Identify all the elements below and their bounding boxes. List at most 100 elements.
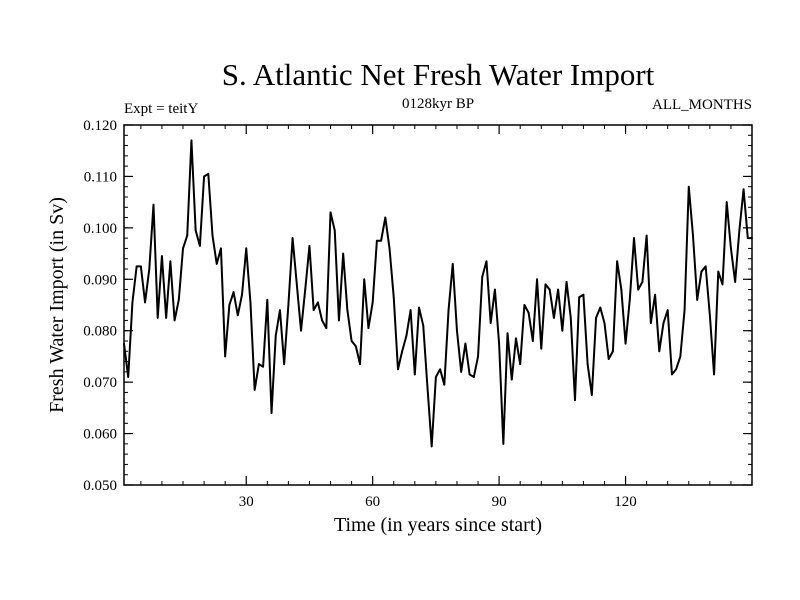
data-point <box>139 265 142 268</box>
data-point <box>548 288 551 291</box>
data-point <box>413 373 416 376</box>
data-point <box>607 358 610 360</box>
data-point <box>127 376 130 378</box>
data-point <box>316 301 319 304</box>
series-layer <box>123 139 753 448</box>
data-point <box>569 316 572 319</box>
data-point <box>236 314 239 317</box>
data-point <box>439 368 442 371</box>
data-point <box>544 283 547 286</box>
data-point <box>456 329 458 332</box>
data-point <box>540 347 543 350</box>
data-point <box>350 340 353 342</box>
data-point <box>257 363 260 366</box>
data-point <box>738 229 741 232</box>
data-point <box>274 334 277 337</box>
data-point <box>612 350 614 353</box>
data-point <box>662 322 665 324</box>
data-point <box>333 229 336 232</box>
y-tick-label: 0.100 <box>83 221 117 237</box>
data-point <box>654 293 656 296</box>
data-point <box>308 244 311 247</box>
data-point <box>489 322 492 324</box>
data-point <box>190 139 193 142</box>
data-point <box>430 445 433 448</box>
data-point <box>633 237 635 240</box>
data-point <box>472 376 475 378</box>
data-point <box>434 376 437 378</box>
data-point <box>266 298 269 301</box>
data-point <box>300 329 302 332</box>
y-tick-label: 0.120 <box>83 118 117 134</box>
data-point <box>283 363 286 366</box>
x-tick-label: 30 <box>239 494 254 510</box>
data-point <box>616 260 619 263</box>
data-point <box>384 216 387 219</box>
data-point <box>637 288 640 291</box>
data-point <box>392 296 395 299</box>
data-point <box>169 260 172 263</box>
y-tick-labels: 0.050 0.060 0.070 0.080 0.090 0.100 0.110 0.120 <box>83 118 117 494</box>
data-point <box>262 365 264 368</box>
data-point <box>207 172 210 175</box>
data-point <box>679 355 682 358</box>
data-point <box>730 247 732 250</box>
data-point <box>628 298 631 301</box>
data-point <box>603 322 606 324</box>
data-point <box>346 309 349 312</box>
data-point <box>666 309 669 312</box>
data-point <box>371 301 374 304</box>
y-tick-label: 0.110 <box>84 169 117 185</box>
x-tick-label: 90 <box>492 494 507 510</box>
data-point <box>586 363 589 366</box>
y-tick-label: 0.070 <box>83 375 117 391</box>
y-axis-label: Fresh Water Import (in Sv) <box>46 197 68 413</box>
data-point <box>405 334 408 337</box>
data-point <box>397 368 399 371</box>
data-point <box>338 319 340 322</box>
y-tick-label: 0.060 <box>83 427 117 443</box>
chart-subtitle-right: ALL_MONTHS <box>652 97 752 113</box>
data-point <box>270 412 273 414</box>
data-point <box>354 345 357 348</box>
data-point <box>645 234 648 237</box>
data-point <box>245 247 248 250</box>
data-point <box>658 350 661 353</box>
data-point <box>578 296 581 299</box>
data-point <box>700 270 703 273</box>
data-point <box>312 309 315 312</box>
data-point <box>342 252 345 255</box>
data-point <box>203 175 205 178</box>
data-point <box>426 386 429 389</box>
y-tick-label: 0.090 <box>83 272 117 288</box>
plot-frame <box>123 124 753 486</box>
data-point <box>734 280 737 283</box>
data-point <box>422 324 425 327</box>
axis-ticks <box>124 124 753 486</box>
data-point <box>325 327 328 330</box>
data-point <box>291 237 294 240</box>
data-point <box>687 185 690 188</box>
data-point <box>671 373 673 376</box>
y-tick-label: 0.080 <box>83 324 117 340</box>
data-point <box>527 311 530 314</box>
data-point <box>295 283 298 286</box>
data-point <box>641 280 644 283</box>
data-point <box>232 291 235 294</box>
data-point <box>683 309 686 312</box>
data-point <box>502 442 505 445</box>
data-point <box>523 304 526 306</box>
data-point <box>675 368 678 371</box>
data-point <box>464 342 467 345</box>
data-point <box>595 316 597 319</box>
data-point <box>131 301 134 304</box>
data-point <box>279 309 281 312</box>
data-point <box>287 304 290 306</box>
series-line <box>123 139 752 448</box>
chart-subtitle-center: 0128kyr BP <box>402 96 474 112</box>
data-point <box>553 316 555 319</box>
data-point <box>531 340 534 342</box>
data-point <box>708 314 711 317</box>
data-point <box>557 288 560 291</box>
data-point <box>367 327 370 330</box>
